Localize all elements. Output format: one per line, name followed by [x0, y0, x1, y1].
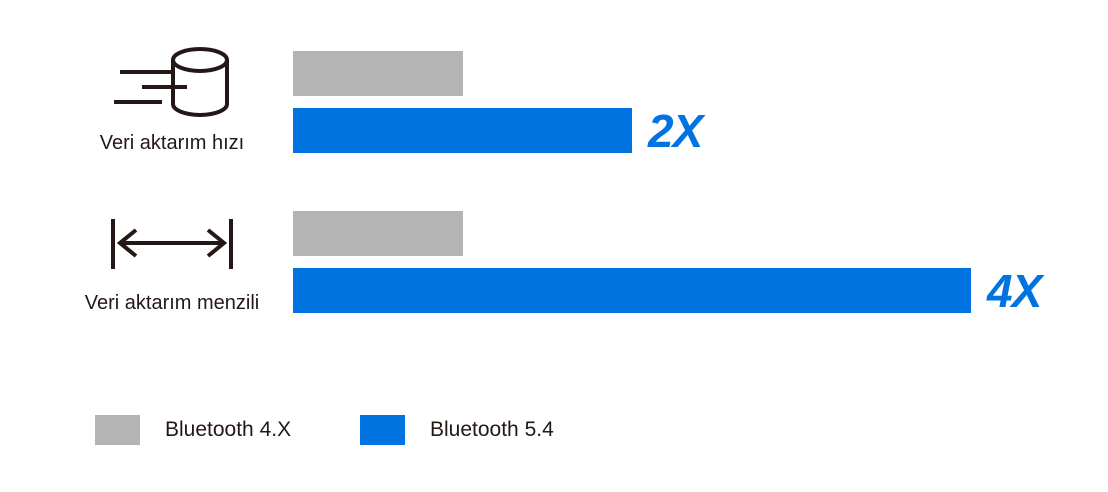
legend-label: Bluetooth 4.X [165, 418, 292, 441]
bar-bluetooth-4x [293, 211, 463, 256]
range-arrow-icon [111, 219, 233, 269]
bar-bluetooth-54 [293, 108, 632, 153]
legend-swatch [95, 415, 140, 445]
bar-bluetooth-4x [293, 51, 463, 96]
bar-bluetooth-54 [293, 268, 971, 313]
legend-swatch [360, 415, 405, 445]
data-label: 2X [648, 105, 703, 157]
category-label: Veri aktarım menzili [84, 292, 260, 314]
legend-label: Bluetooth 5.4 [430, 418, 554, 441]
database-speed-icon [114, 47, 229, 117]
data-label: 4X [987, 265, 1042, 317]
category-label: Veri aktarım hızı [99, 132, 245, 154]
